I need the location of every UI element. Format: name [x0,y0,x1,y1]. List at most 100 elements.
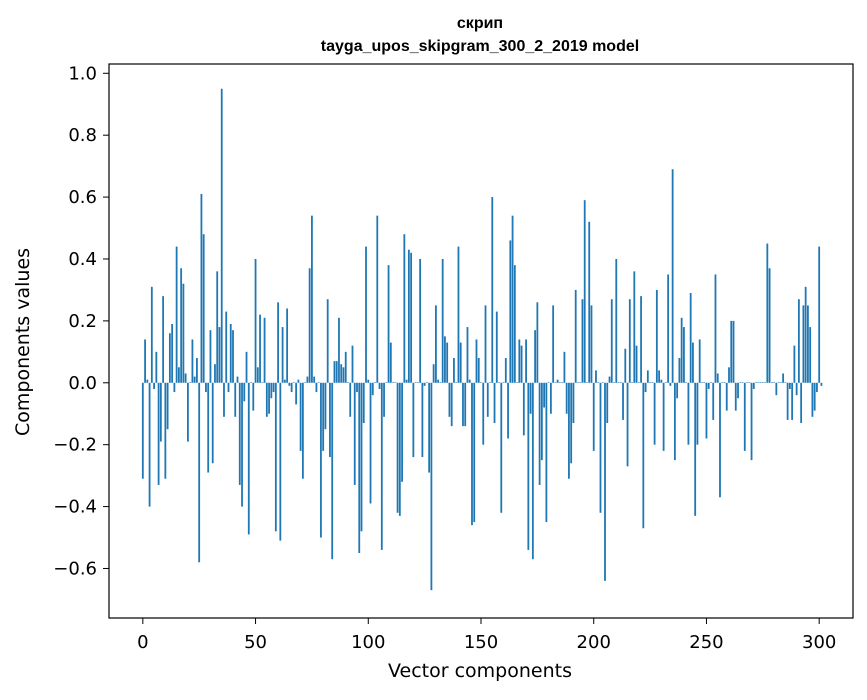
bar [263,317,266,383]
x-axis-ticks: 0 50 100 150 200 250 300 [137,618,836,653]
bar [157,382,160,485]
bar [714,274,717,383]
bar [441,258,444,383]
bar [358,382,361,553]
bar [317,382,320,383]
bar [495,311,498,383]
bar [281,327,284,383]
bar [243,382,246,402]
bar [462,382,464,427]
bar [730,320,733,383]
bar [651,382,654,383]
bar [716,373,719,383]
bar [365,246,367,383]
bar [559,382,561,383]
bar [220,88,223,383]
bar [513,265,516,383]
y-tick-label: −0.2 [53,435,97,456]
bar [450,382,453,427]
bar [547,382,550,383]
bar [617,382,620,383]
bar [820,382,823,386]
bar [725,382,728,411]
bar [180,268,183,383]
bar [516,382,518,383]
bar [775,382,778,396]
bar [489,382,491,383]
bar [734,382,737,411]
bar [414,382,417,383]
bar [435,305,437,383]
bar [164,382,167,479]
chart-title-line-2: tayga_upos_skipgram_300_2_2019 model [321,38,639,55]
bar [446,342,449,383]
bar [572,382,575,424]
bar [707,382,710,389]
bar [739,382,742,383]
x-tick-label: 250 [689,632,723,653]
bar [786,382,789,420]
bar [241,382,243,507]
bar [705,382,708,439]
bar [392,382,394,383]
bar [529,382,532,414]
bar [349,382,352,417]
bar [595,370,597,383]
bar [811,382,814,417]
y-tick-label: 0.0 [68,373,97,394]
bar [279,382,282,541]
bar [590,305,593,383]
bar [306,376,309,383]
bar [791,382,794,420]
bar [719,382,721,498]
bar [270,382,273,399]
bar [802,305,805,383]
bar [311,215,313,383]
bar [360,382,363,532]
bar [356,382,358,393]
bar [604,382,606,581]
bar [313,376,316,383]
bar [299,382,302,451]
bar [329,382,331,458]
bar [277,302,279,383]
y-tick-label: −0.6 [53,558,97,579]
bar [538,382,541,485]
bar [606,382,609,424]
bar [308,268,311,383]
bar [148,382,151,507]
bar [581,299,584,383]
bar [658,370,661,383]
bar [788,382,791,389]
bar [565,382,568,414]
bar [159,382,162,442]
bar [563,351,566,383]
y-tick-label: 0.6 [68,187,97,208]
bar [498,382,500,383]
bar [320,382,322,538]
bar [189,382,192,383]
bar [737,382,739,399]
bar [807,305,809,383]
bar [669,382,672,386]
bar [250,382,252,383]
bar [561,382,564,383]
x-tick-label: 150 [464,632,498,653]
plot-area-frame [108,63,854,619]
bar [238,382,241,485]
bar [525,339,527,383]
bar [374,382,376,383]
bar [491,197,494,383]
bar [773,382,775,383]
bar [331,382,334,560]
bar [304,382,307,383]
bar [175,246,178,383]
bar [484,305,487,383]
bar [631,382,633,383]
bar [196,358,198,383]
bar [586,382,588,383]
bar [721,382,724,383]
bar [403,234,406,383]
bar [423,382,426,386]
